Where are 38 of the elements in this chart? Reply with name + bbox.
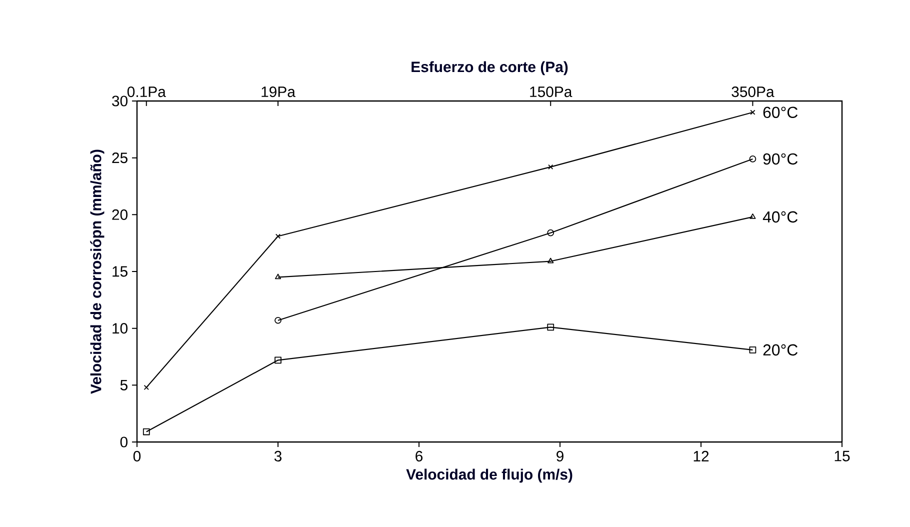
x-axis-title: Velocidad de flujo (m/s) <box>406 468 572 483</box>
x-tick-label: 3 <box>274 450 282 462</box>
x-tick-label: 9 <box>556 450 564 462</box>
x-tick-label: 0 <box>133 450 141 462</box>
series-label: 90°C <box>763 153 798 165</box>
y-tick-label: 25 <box>112 152 128 164</box>
y-tick-label: 20 <box>112 209 128 220</box>
point <box>750 214 756 219</box>
y-tick-label: 0 <box>120 436 128 448</box>
point <box>749 346 756 354</box>
x-tick-label: 12 <box>694 450 709 462</box>
point <box>274 356 282 364</box>
point <box>275 234 281 239</box>
point <box>274 274 282 280</box>
series-label: 40°C <box>762 211 798 223</box>
text: 350Pa <box>732 86 774 98</box>
point <box>547 324 554 331</box>
point <box>750 110 756 115</box>
y-tick-label: 30 <box>112 96 128 106</box>
point <box>274 316 282 324</box>
point <box>547 229 554 236</box>
legend-label: 60°C <box>763 106 798 118</box>
series-label: 20°C <box>763 344 798 356</box>
y-tick-label: 10 <box>112 323 128 334</box>
point <box>548 164 554 170</box>
point <box>548 258 554 264</box>
x2-axis-title: Esfuerzo de corte (Pa) <box>412 61 568 76</box>
y-axis-title: Velocidad de corrosiópn (mm/año) <box>90 150 104 394</box>
point <box>142 428 150 436</box>
y-tick-label: 15 <box>112 266 128 277</box>
point <box>144 384 149 390</box>
x-tick-label: 15 <box>834 450 850 462</box>
text: 0.1Pa <box>127 86 166 98</box>
text: 19Pa <box>262 86 296 98</box>
y-tick-label: 5 <box>120 380 128 390</box>
text: 150Pa <box>530 86 572 98</box>
x-tick-label: 6 <box>416 450 423 462</box>
point <box>749 156 756 162</box>
